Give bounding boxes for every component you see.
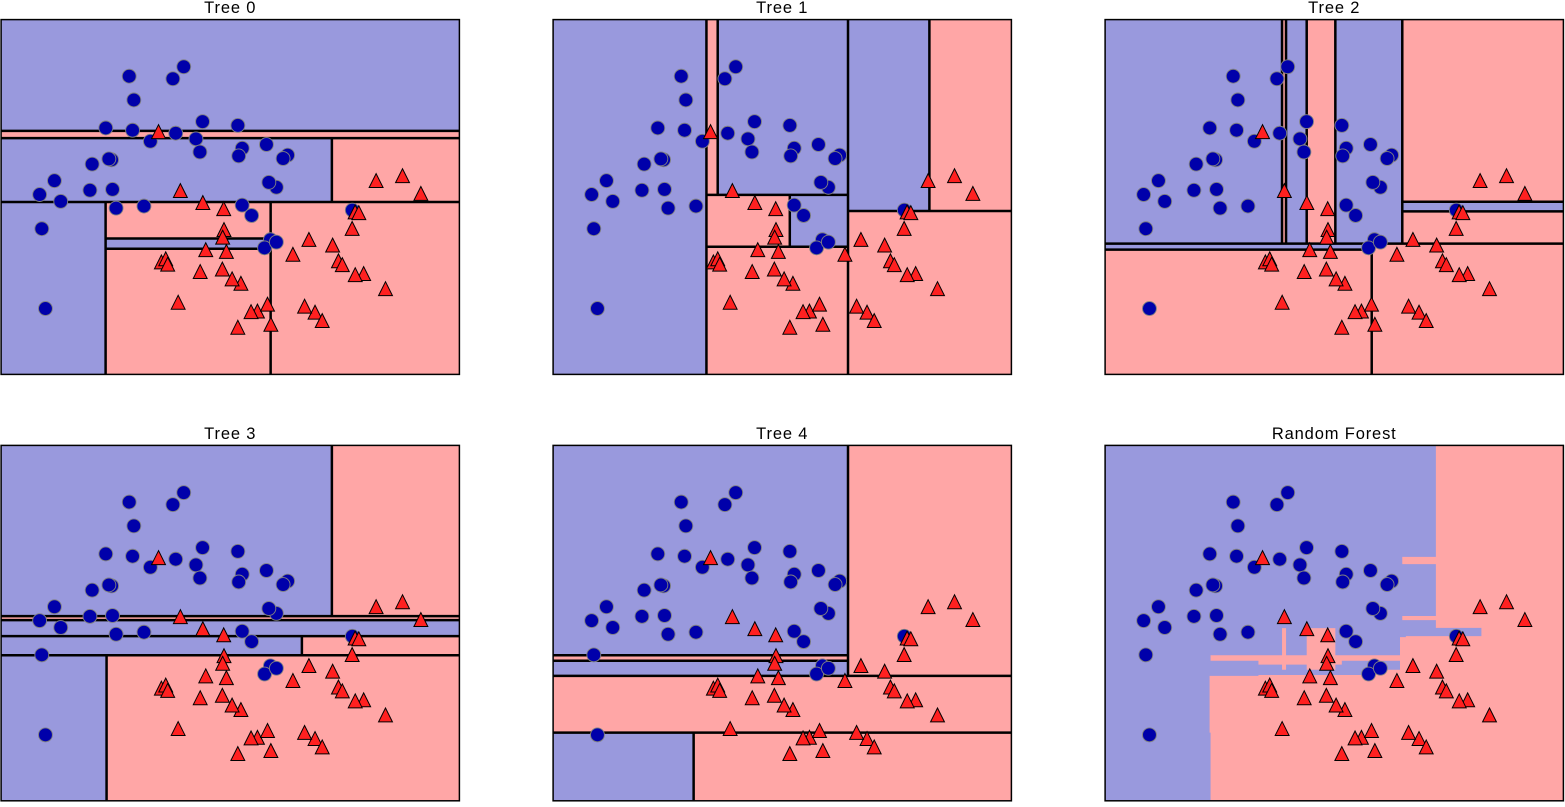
svg-text:Tree 2: Tree 2 [1308,0,1360,17]
svg-text:Random Forest: Random Forest [1272,425,1397,443]
svg-text:Tree 0: Tree 0 [204,0,256,17]
svg-text:Tree 4: Tree 4 [756,425,808,443]
svg-text:Tree 3: Tree 3 [204,425,256,443]
svg-text:Tree 1: Tree 1 [756,0,808,17]
